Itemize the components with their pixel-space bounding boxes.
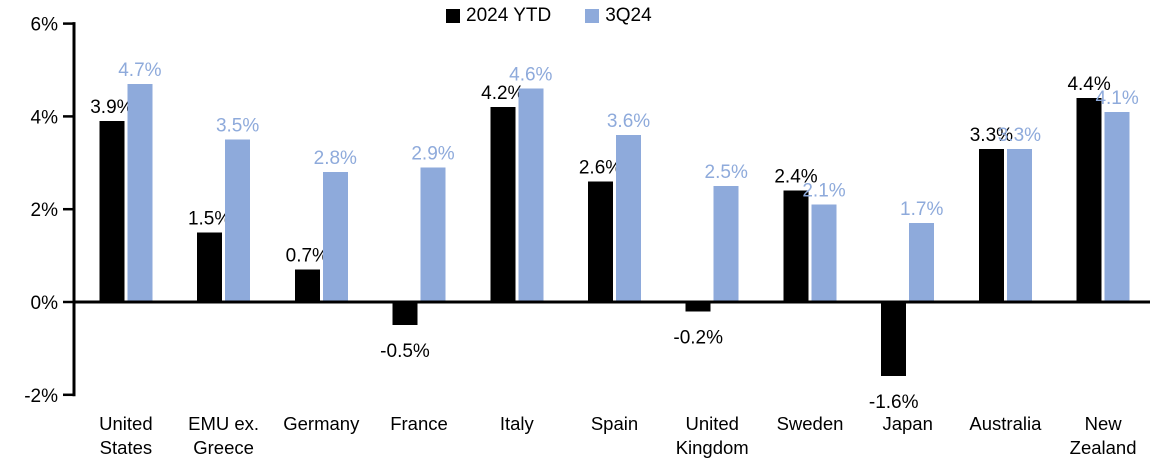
category-label-emu-ex-greece: EMU ex. Greece — [188, 413, 259, 458]
value-label-3q24-sweden: 2.1% — [802, 181, 845, 202]
bar-2024-ytd-germany — [294, 269, 320, 302]
value-label-3q24-italy: 4.6% — [509, 65, 552, 86]
value-label-3q24-united-kingdom: 2.5% — [705, 162, 748, 183]
value-label-2024-ytd-australia: 3.3% — [970, 125, 1013, 146]
bar-3q24-united-states — [127, 83, 153, 303]
value-label-2024-ytd-japan: -1.6% — [869, 392, 919, 413]
bar-2024-ytd-sweden — [783, 190, 809, 302]
bar-2024-ytd-france — [392, 302, 418, 326]
y-tick-label-2: -2% — [24, 386, 58, 407]
bar-2024-ytd-spain — [588, 181, 613, 302]
value-label-3q24-japan: 1.7% — [900, 199, 943, 220]
value-label-3q24-france: 2.9% — [411, 143, 454, 164]
value-label-3q24-united-states: 4.7% — [118, 60, 161, 81]
y-tick-label-6: 6% — [31, 15, 59, 36]
bar-3q24-sweden — [811, 204, 837, 302]
bar-3q24-australia — [1006, 148, 1032, 302]
value-label-3q24-spain: 3.6% — [607, 111, 650, 132]
legend-swatch-2024-ytd-icon — [446, 8, 460, 23]
bar-2024-ytd-new-zealand — [1076, 97, 1102, 302]
category-label-spain: Spain — [591, 413, 638, 434]
legend-swatch-3q24-icon — [585, 8, 600, 23]
legend-item-3q24: 3Q24 — [585, 5, 652, 26]
bar-3q24-germany — [322, 172, 348, 302]
y-tick-label-2: 2% — [31, 200, 59, 221]
chart-legend: 2024 YTD 3Q24 — [446, 6, 652, 25]
value-label-2024-ytd-italy: 4.2% — [481, 83, 524, 104]
value-label-2024-ytd-germany: 0.7% — [286, 246, 329, 267]
legend-item-2024-ytd: 2024 YTD — [446, 6, 551, 25]
bar-3q24-new-zealand — [1104, 111, 1130, 302]
y-tick-label-0: 0% — [31, 293, 59, 314]
bar-2024-ytd-italy — [490, 107, 516, 302]
value-label-3q24-australia: 3.3% — [998, 125, 1041, 146]
bar-3q24-france — [420, 167, 446, 302]
bar-3q24-united-kingdom — [713, 186, 739, 302]
value-label-3q24-germany: 2.8% — [314, 148, 357, 169]
category-label-sweden: Sweden — [777, 413, 844, 434]
bar-3q24-emu-ex-greece — [225, 139, 251, 302]
y-tick-label-4: 4% — [31, 107, 59, 128]
value-label-2024-ytd-spain: 2.6% — [579, 157, 622, 178]
category-label-new-zealand: New Zealand — [1070, 413, 1137, 458]
bar-2024-ytd-united-states — [99, 121, 125, 302]
value-label-2024-ytd-france: -0.5% — [380, 341, 430, 362]
bar-2024-ytd-united-kingdom — [685, 302, 711, 312]
category-label-germany: Germany — [283, 413, 360, 434]
bar-2024-ytd-japan — [881, 302, 907, 377]
value-label-2024-ytd-new-zealand: 4.4% — [1067, 74, 1110, 95]
legend-label-3q24: 3Q24 — [605, 5, 652, 26]
value-label-2024-ytd-sweden: 2.4% — [774, 167, 817, 188]
value-label-3q24-new-zealand: 4.1% — [1095, 88, 1138, 109]
legend-label-2024-ytd: 2024 YTD — [466, 5, 552, 26]
bar-3q24-italy — [518, 88, 544, 302]
category-label-australia: Australia — [969, 413, 1042, 434]
category-label-italy: Italy — [500, 413, 535, 434]
category-label-france: France — [390, 413, 448, 434]
bar-3q24-spain — [616, 135, 641, 302]
value-label-2024-ytd-united-kingdom: -0.2% — [673, 327, 723, 348]
value-label-2024-ytd-united-states: 3.9% — [90, 97, 133, 118]
bar-2024-ytd-emu-ex-greece — [197, 232, 223, 302]
category-label-japan: Japan — [882, 413, 932, 434]
category-label-united-states: United States — [99, 413, 152, 458]
bar-3q24-japan — [909, 223, 935, 302]
value-label-2024-ytd-emu-ex-greece: 1.5% — [188, 208, 231, 229]
category-label-united-kingdom: United Kingdom — [676, 413, 749, 458]
bar-2024-ytd-australia — [978, 148, 1004, 302]
value-label-3q24-emu-ex-greece: 3.5% — [216, 116, 259, 137]
